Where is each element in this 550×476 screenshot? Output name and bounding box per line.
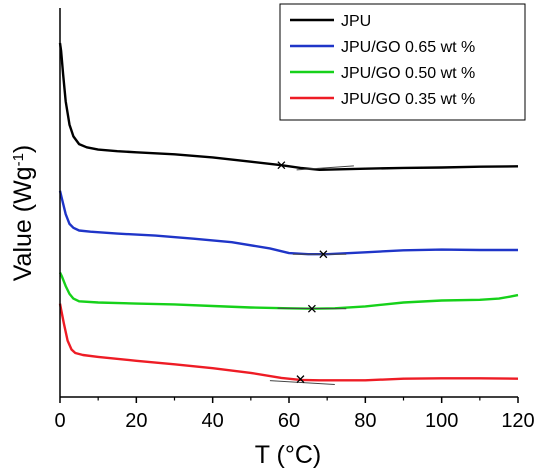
onset-marker-1 — [319, 250, 328, 259]
x-tick-label: 20 — [125, 410, 147, 432]
x-tick-label: 0 — [54, 410, 65, 432]
legend-box — [279, 3, 526, 121]
series-line-1 — [58, 190, 518, 256]
tangent-line-3 — [269, 380, 335, 386]
onset-marker-0 — [277, 161, 286, 170]
onset-marker-2 — [307, 304, 316, 313]
x-tick-label: 80 — [354, 410, 376, 432]
series-line-0 — [58, 42, 519, 171]
series-line-3 — [58, 303, 519, 382]
legend-label-3: JPU/GO 0.35 wt % — [341, 91, 475, 108]
tangent-lines — [269, 165, 354, 386]
y-axis-title-sup: -1 — [10, 153, 27, 166]
x-axis-title: T (°C) — [255, 441, 321, 469]
legend-label-2: JPU/GO 0.50 wt % — [341, 65, 475, 82]
x-tick-label: 40 — [202, 410, 224, 432]
onset-marker-3 — [296, 375, 305, 384]
x-tick-label: 100 — [425, 410, 458, 432]
legend-label-1: JPU/GO 0.65 wt % — [341, 39, 475, 56]
legend-label-0: JPU — [341, 13, 371, 30]
y-axis-title-close: ) — [9, 145, 37, 153]
tangent-line-0 — [296, 165, 354, 171]
x-tick-label: 120 — [501, 410, 534, 432]
y-axis-title: Value (Wg-1) — [9, 145, 37, 282]
onset-markers — [277, 161, 328, 384]
series-line-2 — [58, 271, 519, 310]
legend: JPU JPU/GO 0.65 wt % JPU/GO 0.50 wt % JPU/G… — [279, 3, 526, 121]
legend-entries: JPU JPU/GO 0.65 wt % JPU/GO 0.50 wt % JPU/G… — [290, 13, 475, 108]
series-lines — [58, 42, 519, 382]
x-ticks: 0 20 40 60 80 100 120 — [54, 397, 535, 432]
x-tick-label: 60 — [278, 410, 300, 432]
y-axis-title-main: Value (Wg — [9, 166, 37, 281]
